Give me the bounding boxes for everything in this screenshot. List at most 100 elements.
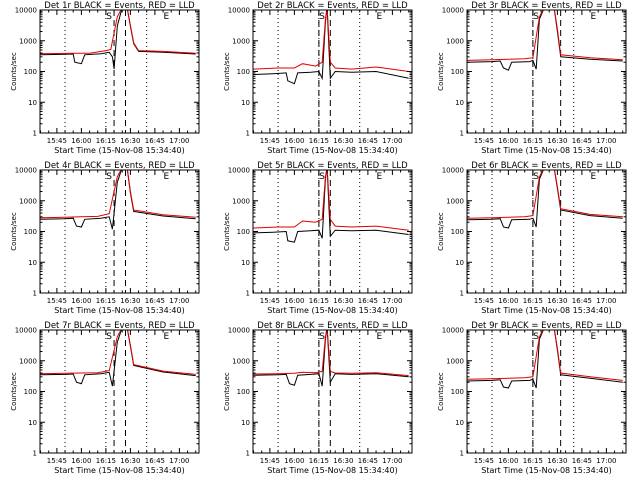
panel-title: Det 1r BLACK = Events, RED = LLD — [44, 1, 195, 11]
end-marker-label: E — [590, 172, 596, 182]
events-series-line — [253, 170, 409, 243]
lld-series-line — [467, 330, 623, 381]
x-tick-label: 15:45 — [260, 297, 280, 305]
x-tick-label: 15:45 — [47, 297, 67, 305]
y-tick-label: 10000 — [15, 327, 37, 335]
x-tick-label: 16:45 — [358, 137, 378, 145]
y-tick-label: 10 — [28, 419, 37, 427]
y-axis-label: Counts/sec — [223, 212, 231, 251]
y-axis-label: Counts/sec — [437, 212, 445, 251]
x-tick-label: 16:45 — [572, 137, 592, 145]
x-axis-label: Start Time (15-Nov-08 15:34:40) — [54, 306, 184, 315]
y-tick-label: 1000 — [232, 37, 250, 45]
lld-series-line — [40, 10, 196, 55]
lld-series-line — [467, 10, 623, 61]
y-tick-label: 100 — [451, 388, 464, 396]
x-tick-label: 16:45 — [145, 457, 165, 465]
y-tick-label: 100 — [237, 68, 250, 76]
start-marker-label: S — [533, 332, 539, 342]
lld-series-line — [253, 170, 409, 231]
x-tick-label: 16:30 — [547, 297, 567, 305]
x-tick-label: 16:15 — [309, 457, 329, 465]
y-tick-label: 10 — [241, 99, 250, 107]
x-tick-label: 16:30 — [547, 137, 567, 145]
lld-series-line — [253, 330, 409, 377]
plot-frame — [39, 9, 200, 134]
y-tick-label: 1 — [33, 130, 37, 138]
detector-panel-1: Det 1r BLACK = Events, RED = LLD 1 10 100 10… — [10, 1, 200, 155]
plot-frame — [39, 329, 200, 454]
y-axis-label: Counts/sec — [437, 372, 445, 411]
panel-title: Det 9r BLACK = Events, RED = LLD — [471, 321, 622, 331]
y-tick-label: 1 — [33, 290, 37, 298]
x-tick-label: 17:00 — [596, 297, 616, 305]
start-marker-label: S — [319, 332, 325, 342]
y-tick-label: 10000 — [15, 7, 37, 15]
x-tick-label: 16:15 — [96, 457, 116, 465]
y-tick-label: 100 — [24, 388, 37, 396]
y-tick-label: 10 — [455, 99, 464, 107]
detector-panel-4: Det 4r BLACK = Events, RED = LLD 1 10 100 10… — [10, 161, 200, 315]
x-tick-label: 16:30 — [120, 297, 140, 305]
panel-title: Det 2r BLACK = Events, RED = LLD — [257, 1, 408, 11]
x-tick-label: 16:45 — [572, 457, 592, 465]
y-tick-label: 1000 — [19, 37, 37, 45]
y-tick-label: 100 — [237, 228, 250, 236]
x-tick-label: 16:15 — [523, 457, 543, 465]
x-tick-label: 16:00 — [284, 457, 304, 465]
y-tick-label: 100 — [451, 228, 464, 236]
x-tick-label: 16:30 — [120, 137, 140, 145]
y-tick-label: 1000 — [446, 357, 464, 365]
y-axis-label: Counts/sec — [437, 52, 445, 91]
x-tick-label: 16:45 — [358, 457, 378, 465]
y-tick-label: 10 — [241, 259, 250, 267]
y-tick-label: 1 — [246, 450, 250, 458]
events-series-line — [253, 330, 409, 387]
end-marker-label: E — [163, 12, 169, 22]
start-marker-label: S — [106, 332, 112, 342]
y-tick-label: 1 — [460, 130, 464, 138]
detector-panel-5: Det 5r BLACK = Events, RED = LLD 1 10 100 10… — [223, 161, 413, 315]
x-tick-label: 16:00 — [71, 137, 91, 145]
x-tick-label: 16:30 — [547, 457, 567, 465]
x-axis-label: Start Time (15-Nov-08 15:34:40) — [481, 466, 611, 475]
x-tick-label: 17:00 — [382, 297, 402, 305]
y-tick-label: 1000 — [19, 197, 37, 205]
plot-frame — [252, 9, 413, 134]
x-tick-label: 17:00 — [382, 137, 402, 145]
y-tick-label: 10000 — [442, 7, 464, 15]
y-tick-label: 1 — [460, 450, 464, 458]
x-tick-label: 16:00 — [71, 457, 91, 465]
x-axis-label: Start Time (15-Nov-08 15:34:40) — [267, 306, 397, 315]
end-marker-label: E — [376, 172, 382, 182]
y-tick-label: 10000 — [228, 7, 250, 15]
x-tick-label: 15:45 — [47, 457, 67, 465]
y-tick-label: 10000 — [228, 327, 250, 335]
end-marker-label: E — [163, 172, 169, 182]
panel-title: Det 4r BLACK = Events, RED = LLD — [44, 161, 195, 171]
y-tick-label: 1000 — [446, 197, 464, 205]
y-tick-label: 1000 — [232, 357, 250, 365]
detector-panel-2: Det 2r BLACK = Events, RED = LLD 1 10 100 10… — [223, 1, 413, 155]
end-marker-label: E — [376, 332, 382, 342]
x-tick-label: 17:00 — [169, 137, 189, 145]
end-marker-label: E — [163, 332, 169, 342]
end-marker-label: E — [376, 12, 382, 22]
plot-frame — [466, 329, 627, 454]
x-tick-label: 15:45 — [474, 457, 494, 465]
x-tick-label: 16:45 — [145, 297, 165, 305]
x-tick-label: 16:30 — [333, 137, 353, 145]
x-tick-label: 17:00 — [169, 457, 189, 465]
y-tick-label: 10000 — [15, 167, 37, 175]
x-tick-label: 16:30 — [333, 297, 353, 305]
y-tick-label: 10 — [28, 259, 37, 267]
y-axis-label: Counts/sec — [10, 52, 18, 91]
y-tick-label: 100 — [451, 68, 464, 76]
detector-panel-7: Det 7r BLACK = Events, RED = LLD 1 10 100 10… — [10, 321, 200, 475]
events-series-line — [253, 10, 409, 85]
x-tick-label: 16:45 — [358, 297, 378, 305]
x-tick-label: 17:00 — [169, 297, 189, 305]
events-series-line — [467, 10, 623, 71]
lld-series-line — [253, 10, 409, 72]
lld-series-line — [40, 330, 196, 375]
